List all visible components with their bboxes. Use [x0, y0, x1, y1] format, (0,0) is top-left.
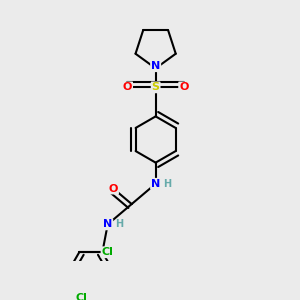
Text: O: O — [123, 82, 132, 92]
Text: Cl: Cl — [76, 292, 88, 300]
Text: O: O — [109, 184, 118, 194]
Text: O: O — [179, 82, 188, 92]
Text: N: N — [103, 219, 112, 230]
Text: N: N — [151, 61, 160, 71]
Text: H: H — [164, 179, 172, 189]
Text: Cl: Cl — [101, 247, 113, 257]
Text: N: N — [151, 179, 160, 189]
Text: H: H — [116, 219, 124, 230]
Text: S: S — [152, 82, 160, 92]
